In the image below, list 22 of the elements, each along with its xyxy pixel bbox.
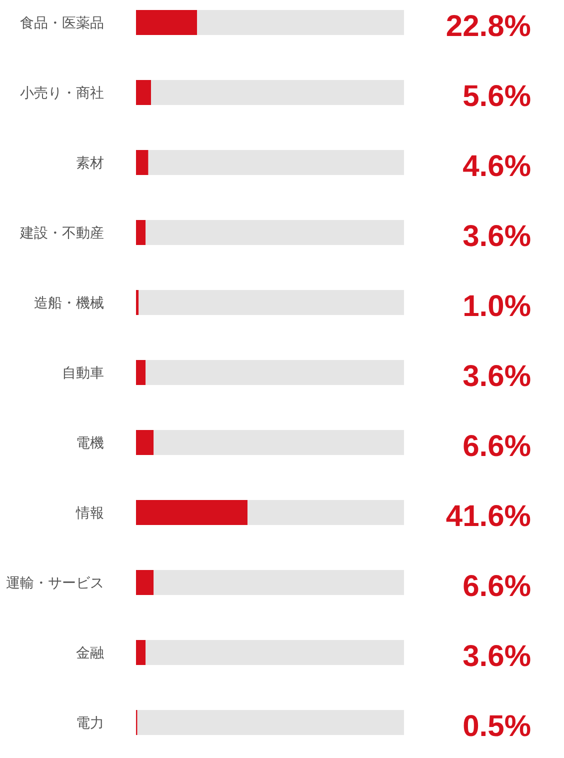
category-label: 造船・機械: [34, 296, 104, 312]
category-label: 素材: [76, 156, 104, 172]
value-label: 22.8%: [446, 10, 531, 43]
value-label: 3.6%: [462, 640, 531, 673]
category-label: 電機: [76, 436, 104, 452]
category-label: 小売り・商社: [20, 86, 104, 102]
category-label: 自動車: [62, 366, 104, 382]
category-label: 食品・医薬品: [20, 16, 104, 32]
value-label: 3.6%: [462, 360, 531, 393]
value-label: 6.6%: [462, 570, 531, 603]
category-label: 建設・不動産: [20, 226, 104, 242]
value-label: 41.6%: [446, 500, 531, 533]
category-label: 運輸・サービス: [6, 576, 104, 592]
value-label: 3.6%: [462, 220, 531, 253]
category-label: 情報: [76, 506, 104, 522]
value-label: 6.6%: [462, 430, 531, 463]
value-label: 5.6%: [462, 80, 531, 113]
value-label: 0.5%: [462, 710, 531, 743]
category-label: 金融: [76, 646, 104, 662]
value-label: 1.0%: [462, 290, 531, 323]
category-label: 電力: [76, 716, 104, 732]
value-label: 4.6%: [462, 150, 531, 183]
